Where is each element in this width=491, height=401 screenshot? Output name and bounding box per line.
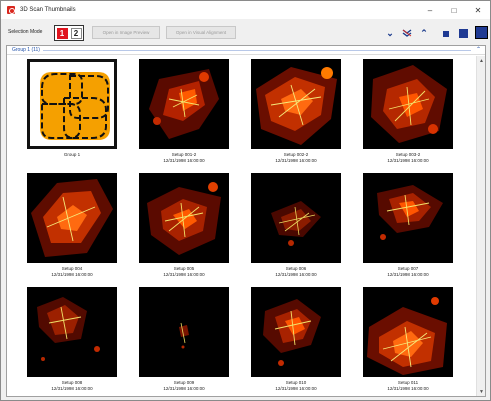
thumbnail-caption: Group 1 <box>17 152 127 158</box>
scroll-down-icon[interactable]: ▼ <box>479 388 484 395</box>
thumbnail-date: 12/31/1998 16:00:00 <box>387 158 429 163</box>
thumbnail-name: Group 1 <box>63 152 81 157</box>
thumbnail-name: Setup 008 <box>61 380 83 385</box>
thumbnail-date: 12/31/1998 16:00:00 <box>163 386 205 391</box>
selection-mode-label: Selection Mode <box>8 29 43 35</box>
scan-thumbnail[interactable] <box>251 173 341 263</box>
scan-thumbnail[interactable] <box>251 59 341 149</box>
close-icon[interactable]: ✕ <box>474 5 482 15</box>
thumbnail-name: Setup 009 <box>173 380 195 385</box>
thumbnail-caption: Setup 009 12/31/1998 16:00:00 <box>129 380 239 392</box>
scan-thumbnail[interactable] <box>363 173 453 263</box>
group-divider <box>43 50 471 51</box>
selection-mode-2-button[interactable]: 2 <box>70 27 82 39</box>
thumbnail-caption: Setup 004 12/31/1998 16:00:00 <box>17 266 127 278</box>
chevron-up-icon[interactable]: ⌃ <box>420 27 428 38</box>
scan-thumbnail[interactable] <box>251 287 341 377</box>
thumbnail-name: Setup 006 <box>285 266 307 271</box>
thumbnail-size-large-button[interactable] <box>475 26 488 39</box>
maximize-icon[interactable]: □ <box>451 5 457 15</box>
scan-thumbnail[interactable] <box>139 59 229 149</box>
thumbnail-name: Setup 002-2 <box>283 152 309 157</box>
thumbnail-caption: Setup 006 12/31/1998 16:00:00 <box>241 266 351 278</box>
thumbnail-size-medium-button[interactable] <box>459 29 468 38</box>
open-image-preview-button[interactable]: Open in Image Preview <box>92 26 160 39</box>
scan-thumbnail[interactable] <box>27 173 117 263</box>
window-controls: – □ ✕ <box>418 1 490 19</box>
thumbnail-grid: Group 1 Setup 001-2 12/31/1998 <box>7 56 477 396</box>
selection-mode-group: 1 2 <box>54 25 84 41</box>
thumbnail-name: Setup 001-2 <box>171 152 197 157</box>
group-label: Group 1 (11) <box>12 47 40 53</box>
thumbnail-size-small-button[interactable] <box>443 31 449 37</box>
chevron-up-icon[interactable]: ⌃ <box>475 47 481 53</box>
thumbnail-date: 12/31/1998 16:00:00 <box>275 158 317 163</box>
thumbnail-date: 12/31/1998 16:00:00 <box>163 158 205 163</box>
scan-thumbnail[interactable] <box>363 287 453 377</box>
chevron-down-icon[interactable]: ⌄ <box>386 27 394 38</box>
thumbnail-date: 12/31/1998 16:00:00 <box>51 272 93 277</box>
thumbnail-caption: Setup 001-2 12/31/1998 16:00:00 <box>129 152 239 164</box>
scan-thumbnail[interactable] <box>27 287 117 377</box>
thumbnail-date: 12/31/1998 16:00:00 <box>387 272 429 277</box>
minimize-icon[interactable]: – <box>427 5 433 15</box>
thumbnail-caption: Setup 007 12/31/1998 16:00:00 <box>353 266 463 278</box>
thumbnail-date: 12/31/1998 16:00:00 <box>387 386 429 391</box>
thumbnail-caption: Setup 002-2 12/31/1998 16:00:00 <box>241 152 351 164</box>
thumbnail-name: Setup 003-2 <box>395 152 421 157</box>
thumbnail-name: Setup 011 <box>397 380 419 385</box>
scroll-up-icon[interactable]: ▲ <box>479 57 484 64</box>
thumbnail-caption: Setup 011 12/31/1998 16:00:00 <box>353 380 463 392</box>
thumbnail-date: 12/31/1998 16:00:00 <box>51 386 93 391</box>
title-bar: 3D Scan Thumbnails – □ ✕ <box>1 1 490 19</box>
thumbnail-name: Setup 005 <box>173 266 195 271</box>
scan-thumbnail[interactable] <box>139 287 229 377</box>
toolbar: Selection Mode 1 2 Open in Image Preview… <box>2 19 489 45</box>
thumbnail-caption: Setup 005 12/31/1998 16:00:00 <box>129 266 239 278</box>
thumbnail-panel: Group 1 (11) ⌃ Group 1 <box>6 45 486 397</box>
thumbnail-caption: Setup 003-2 12/31/1998 16:00:00 <box>353 152 463 164</box>
open-visual-alignment-button[interactable]: Open in Visual Alignment <box>166 26 236 39</box>
group-header[interactable]: Group 1 (11) ⌃ <box>7 46 485 55</box>
collapse-expand-icon[interactable] <box>402 28 412 38</box>
thumbnail-name: Setup 010 <box>285 380 307 385</box>
thumbnail-caption: Setup 008 12/31/1998 16:00:00 <box>17 380 127 392</box>
app-icon <box>7 6 15 14</box>
window-title: 3D Scan Thumbnails <box>20 7 76 13</box>
scan-thumbnail[interactable] <box>139 173 229 263</box>
selection-mode-1-button[interactable]: 1 <box>56 27 68 39</box>
thumbnail-name: Setup 004 <box>61 266 83 271</box>
thumbnail-caption: Setup 010 12/31/1998 16:00:00 <box>241 380 351 392</box>
thumbnail-date: 12/31/1998 16:00:00 <box>275 386 317 391</box>
scan-thumbnail[interactable] <box>363 59 453 149</box>
group-thumbnail[interactable] <box>27 59 117 149</box>
thumbnail-date: 12/31/1998 16:00:00 <box>163 272 205 277</box>
thumbnail-date: 12/31/1998 16:00:00 <box>275 272 317 277</box>
vertical-scrollbar[interactable]: ▲ ▼ <box>476 56 485 396</box>
thumbnail-name: Setup 007 <box>397 266 419 271</box>
